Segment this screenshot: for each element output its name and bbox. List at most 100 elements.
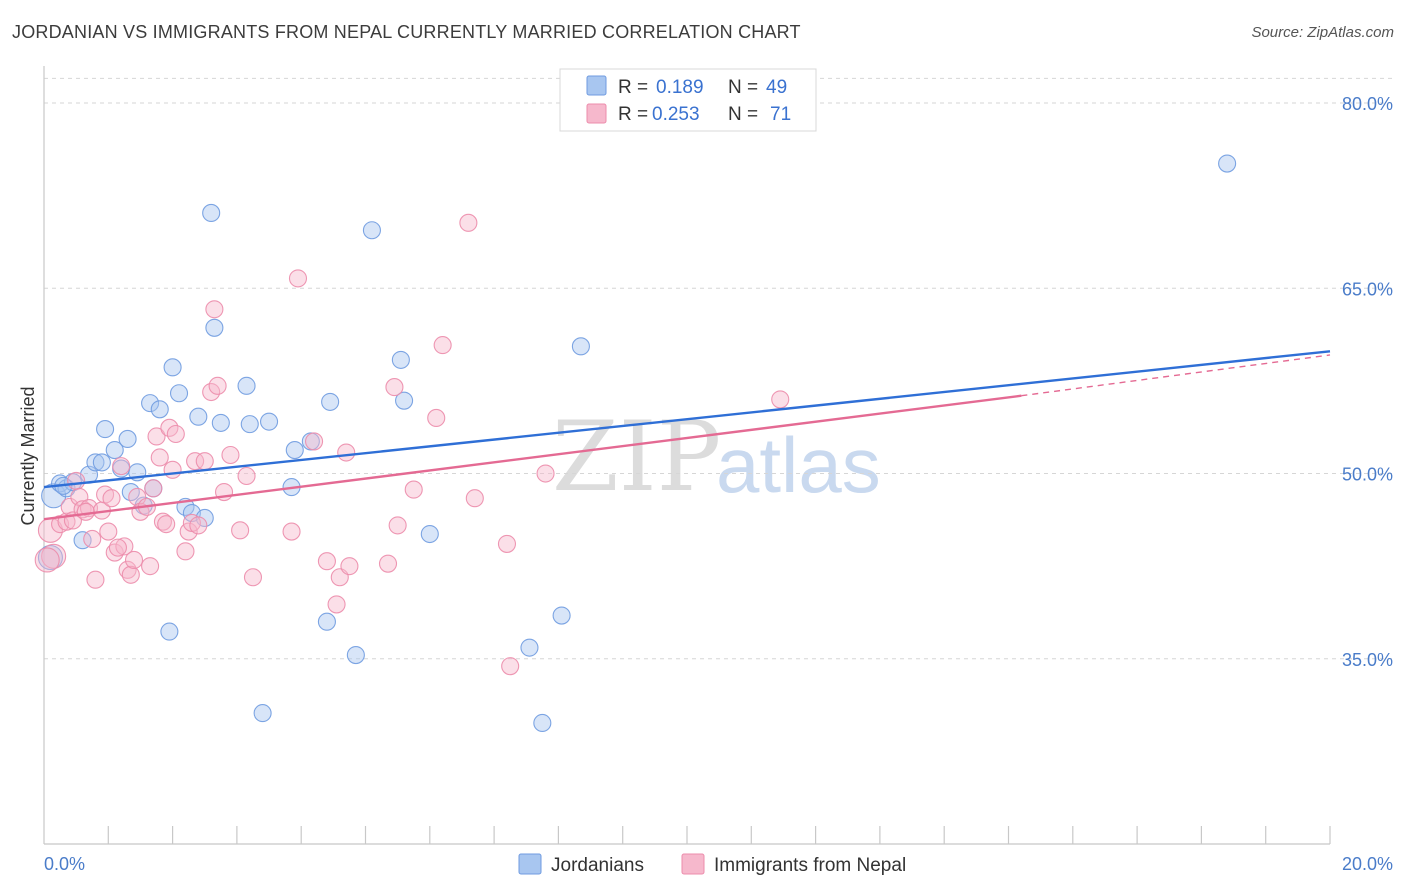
point-nepal xyxy=(34,547,60,573)
legend-r-nepal: 0.253 xyxy=(652,104,700,125)
point-jordanian xyxy=(395,391,414,410)
point-nepal xyxy=(157,515,176,534)
point-jordanian xyxy=(163,358,182,377)
point-nepal xyxy=(189,516,208,535)
point-nepal xyxy=(115,537,134,556)
point-jordanian xyxy=(362,221,381,240)
legend-swatch-jordanians xyxy=(586,75,607,96)
point-jordanian xyxy=(420,524,439,544)
point-jordanian xyxy=(391,350,410,369)
point-nepal xyxy=(221,445,240,465)
legend-n-nepal: 71 xyxy=(770,104,791,125)
point-nepal xyxy=(141,557,160,576)
point-nepal xyxy=(99,522,118,541)
legend-r-jordanians: 0.189 xyxy=(656,77,704,98)
point-nepal xyxy=(536,464,555,483)
point-nepal xyxy=(459,213,478,232)
point-nepal xyxy=(147,427,166,446)
point-jordanian xyxy=(160,622,179,641)
series-nepal-points xyxy=(34,213,790,676)
point-jordanian xyxy=(237,376,256,395)
point-nepal xyxy=(317,552,336,571)
point-nepal xyxy=(166,424,185,444)
point-nepal xyxy=(208,376,227,395)
point-jordanian xyxy=(205,318,224,337)
point-nepal xyxy=(76,502,95,521)
y-tick-label: 65.0% xyxy=(1342,279,1393,299)
point-nepal xyxy=(144,479,163,498)
point-nepal xyxy=(67,471,86,490)
point-jordanian xyxy=(189,407,208,426)
point-jordanian xyxy=(141,394,160,413)
point-jordanian xyxy=(105,441,124,460)
bottom-legend-swatch-nepal xyxy=(681,853,705,875)
point-nepal xyxy=(124,550,144,570)
point-nepal xyxy=(288,269,308,288)
point-nepal xyxy=(163,460,182,479)
point-jordanian xyxy=(346,646,365,665)
point-nepal xyxy=(41,543,67,569)
point-nepal xyxy=(465,489,484,508)
point-nepal xyxy=(108,538,127,557)
point-nepal xyxy=(83,529,102,549)
source-label: Source: ZipAtlas.com xyxy=(1251,24,1394,41)
point-jordanian xyxy=(92,453,111,472)
point-nepal xyxy=(282,522,301,541)
y-tick-label: 80.0% xyxy=(1342,94,1393,114)
point-nepal xyxy=(497,534,517,553)
point-nepal xyxy=(327,595,346,614)
point-nepal xyxy=(771,390,790,409)
y-tick-label: 35.0% xyxy=(1342,650,1393,670)
point-nepal xyxy=(118,560,137,579)
point-nepal xyxy=(385,378,404,397)
point-nepal xyxy=(150,448,169,467)
watermark-atlas: atlas xyxy=(716,421,881,509)
point-jordanian xyxy=(253,704,272,723)
y-axis-label: Currently Married xyxy=(18,386,38,525)
point-nepal xyxy=(231,521,250,540)
point-jordanian xyxy=(259,412,279,431)
bottom-legend-swatch-jordanians xyxy=(518,853,542,875)
point-nepal xyxy=(404,480,423,499)
point-jordanian xyxy=(211,413,230,432)
legend-r-label: R = xyxy=(618,104,648,125)
point-nepal xyxy=(86,570,105,589)
point-jordanian xyxy=(86,453,105,472)
point-jordanian xyxy=(118,429,137,448)
x-axis-ticks xyxy=(107,826,1331,844)
trend-line-jordanians xyxy=(43,350,1331,489)
point-jordanian xyxy=(321,392,340,411)
point-nepal xyxy=(205,300,224,319)
point-nepal xyxy=(388,516,407,535)
bottom-legend: Jordanians Immigrants from Nepal xyxy=(518,853,906,876)
point-nepal xyxy=(340,557,359,576)
point-jordanian xyxy=(571,337,590,356)
legend-n-label: N = xyxy=(728,77,758,98)
legend-n-label: N = xyxy=(728,104,758,125)
point-nepal xyxy=(176,542,195,561)
point-nepal xyxy=(243,568,263,587)
bottom-legend-jordanians: Jordanians xyxy=(551,855,644,876)
point-jordanian xyxy=(150,400,169,419)
point-jordanian xyxy=(317,612,336,631)
point-jordanian xyxy=(552,606,571,625)
point-jordanian xyxy=(169,384,189,403)
trend-line-nepal xyxy=(43,394,1022,521)
legend-n-jordanians: 49 xyxy=(766,77,787,98)
point-jordanian xyxy=(202,203,221,223)
point-nepal xyxy=(501,657,520,676)
point-jordanian xyxy=(73,531,92,550)
point-nepal xyxy=(105,543,124,562)
point-nepal xyxy=(112,457,131,476)
trend-lines xyxy=(43,350,1331,521)
point-jordanian xyxy=(533,713,552,733)
point-nepal xyxy=(378,554,398,573)
point-nepal xyxy=(195,452,214,471)
point-nepal xyxy=(337,443,356,462)
point-nepal xyxy=(153,512,173,531)
point-nepal xyxy=(186,452,205,471)
point-jordanian xyxy=(520,638,539,657)
legend-r-label: R = xyxy=(618,77,648,98)
point-nepal xyxy=(237,466,256,486)
